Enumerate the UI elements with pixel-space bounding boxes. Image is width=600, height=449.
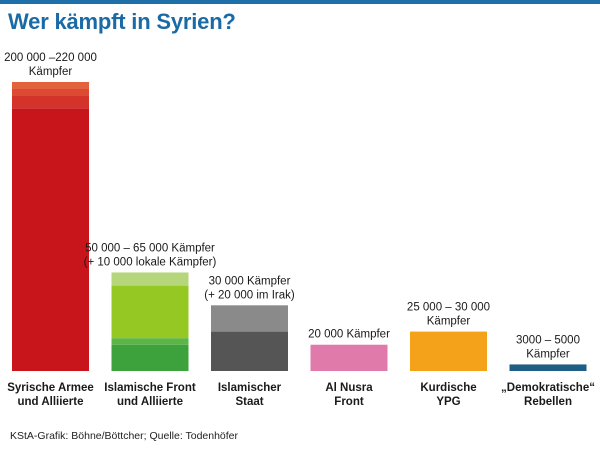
bar-6-segment-1 bbox=[509, 364, 587, 371]
source-credit: KStA-Grafik: Böhne/Böttcher; Quelle: Tod… bbox=[10, 430, 239, 442]
category-label-5: Kurdische YPG bbox=[420, 382, 476, 408]
category-label-3: Islamischer Staat bbox=[218, 382, 282, 408]
bar-2-segment-1 bbox=[111, 344, 189, 371]
category-label-2: Islamische Front und Alliierte bbox=[104, 382, 196, 408]
category-label-1: Syrische Armee und Alliierte bbox=[7, 382, 94, 408]
bar-2-segment-3 bbox=[111, 285, 189, 339]
category-label-4: Al Nusra Front bbox=[325, 382, 373, 408]
value-label-3: 30 000 Kämpfer (+ 20 000 im Irak) bbox=[204, 275, 295, 301]
value-label-4: 20 000 Kämpfer bbox=[308, 329, 390, 341]
chart-title: Wer kämpft in Syrien? bbox=[8, 9, 236, 34]
value-label-6: 3000 – 5000 Kämpfer bbox=[516, 334, 580, 360]
bar-3-segment-2 bbox=[211, 305, 288, 332]
value-label-5: 25 000 – 30 000 Kämpfer bbox=[407, 302, 490, 328]
value-label-2: 50 000 – 65 000 Kämpfer (+ 10 000 lokale … bbox=[84, 242, 217, 268]
bar-2-segment-4 bbox=[111, 272, 189, 286]
value-label-1: 200 000 –220 000 Kämpfer bbox=[4, 52, 97, 78]
category-label-6: „Demokratische“ Rebellen bbox=[501, 382, 595, 408]
bar-5-segment-1 bbox=[410, 331, 487, 371]
bar-1-segment-2 bbox=[12, 95, 89, 109]
top-accent-bar bbox=[0, 0, 600, 4]
bar-1-segment-1 bbox=[12, 108, 89, 371]
bar-1-segment-3 bbox=[12, 88, 89, 96]
bar-3-segment-1 bbox=[211, 331, 288, 371]
bar-1-segment-4 bbox=[12, 82, 89, 89]
bar-4-segment-1 bbox=[310, 344, 388, 371]
bar-2-segment-2 bbox=[111, 338, 189, 345]
